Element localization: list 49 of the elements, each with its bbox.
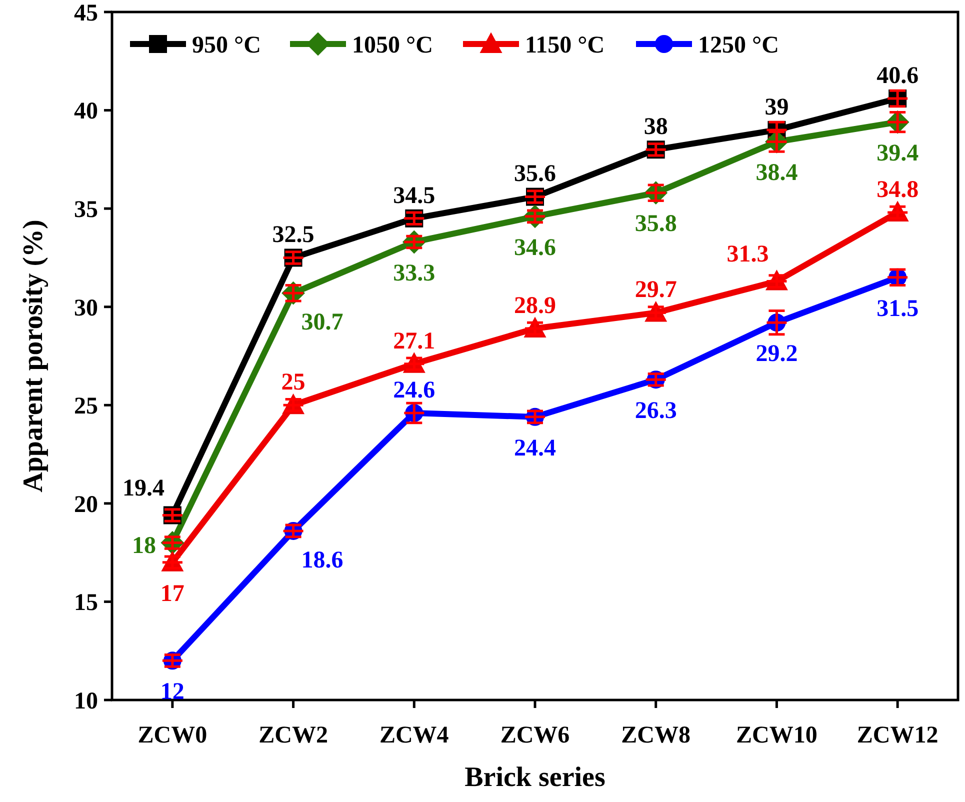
data-label: 12	[160, 679, 184, 706]
x-tick-label: ZCW2	[258, 722, 328, 748]
data-label: 38	[644, 114, 668, 140]
data-label: 29.7	[634, 277, 677, 304]
y-tick-label: 25	[74, 394, 98, 420]
data-label: 38.4	[756, 160, 798, 186]
data-label: 34.6	[514, 234, 556, 261]
data-label: 33.3	[393, 260, 436, 286]
y-tick-label: 40	[74, 98, 98, 125]
data-label: 32.5	[272, 222, 314, 248]
y-axis-title: Apparent porosity (%)	[18, 220, 49, 492]
x-tick-label: ZCW8	[621, 722, 691, 748]
data-label: 25	[281, 370, 306, 396]
data-label: 19.4	[122, 476, 164, 502]
y-tick-label: 10	[74, 688, 98, 714]
legend-label: 950 °C	[192, 32, 261, 58]
data-label: 17	[160, 580, 184, 607]
legend-label: 1050 °C	[352, 32, 433, 58]
data-label: 31.5	[876, 296, 919, 322]
data-label: 34.5	[393, 182, 436, 209]
x-tick-label: ZCW4	[379, 722, 449, 748]
data-label: 39	[764, 94, 789, 120]
x-tick-label: ZCW12	[856, 722, 938, 748]
data-label: 39.4	[876, 140, 919, 166]
data-label: 24.6	[393, 377, 436, 404]
y-tick-label: 20	[74, 492, 98, 518]
data-label: 18	[132, 533, 156, 560]
x-tick-label: ZCW10	[736, 722, 818, 748]
data-label: 35.6	[514, 161, 556, 188]
y-tick-label: 45	[74, 0, 98, 26]
data-label: 29.2	[756, 340, 798, 367]
x-axis-title: Brick series	[464, 762, 606, 793]
data-label: 34.8	[876, 176, 919, 203]
y-tick-label: 35	[74, 196, 98, 223]
y-tick-label: 15	[74, 590, 98, 616]
legend-label: 1150 °C	[525, 32, 605, 58]
data-label: 27.1	[393, 328, 436, 354]
legend-label: 1250 °C	[698, 32, 779, 58]
data-label: 28.9	[514, 292, 556, 319]
y-tick-label: 30	[74, 295, 98, 322]
data-label: 18.6	[301, 547, 344, 574]
x-tick-label: ZCW0	[138, 722, 208, 748]
data-label: 30.7	[301, 309, 344, 336]
data-label: 40.6	[876, 62, 919, 89]
data-label: 26.3	[634, 398, 677, 424]
data-label: 24.4	[514, 435, 556, 462]
x-tick-label: ZCW6	[500, 722, 570, 748]
data-label: 31.3	[726, 242, 769, 268]
data-label: 35.8	[634, 211, 677, 238]
